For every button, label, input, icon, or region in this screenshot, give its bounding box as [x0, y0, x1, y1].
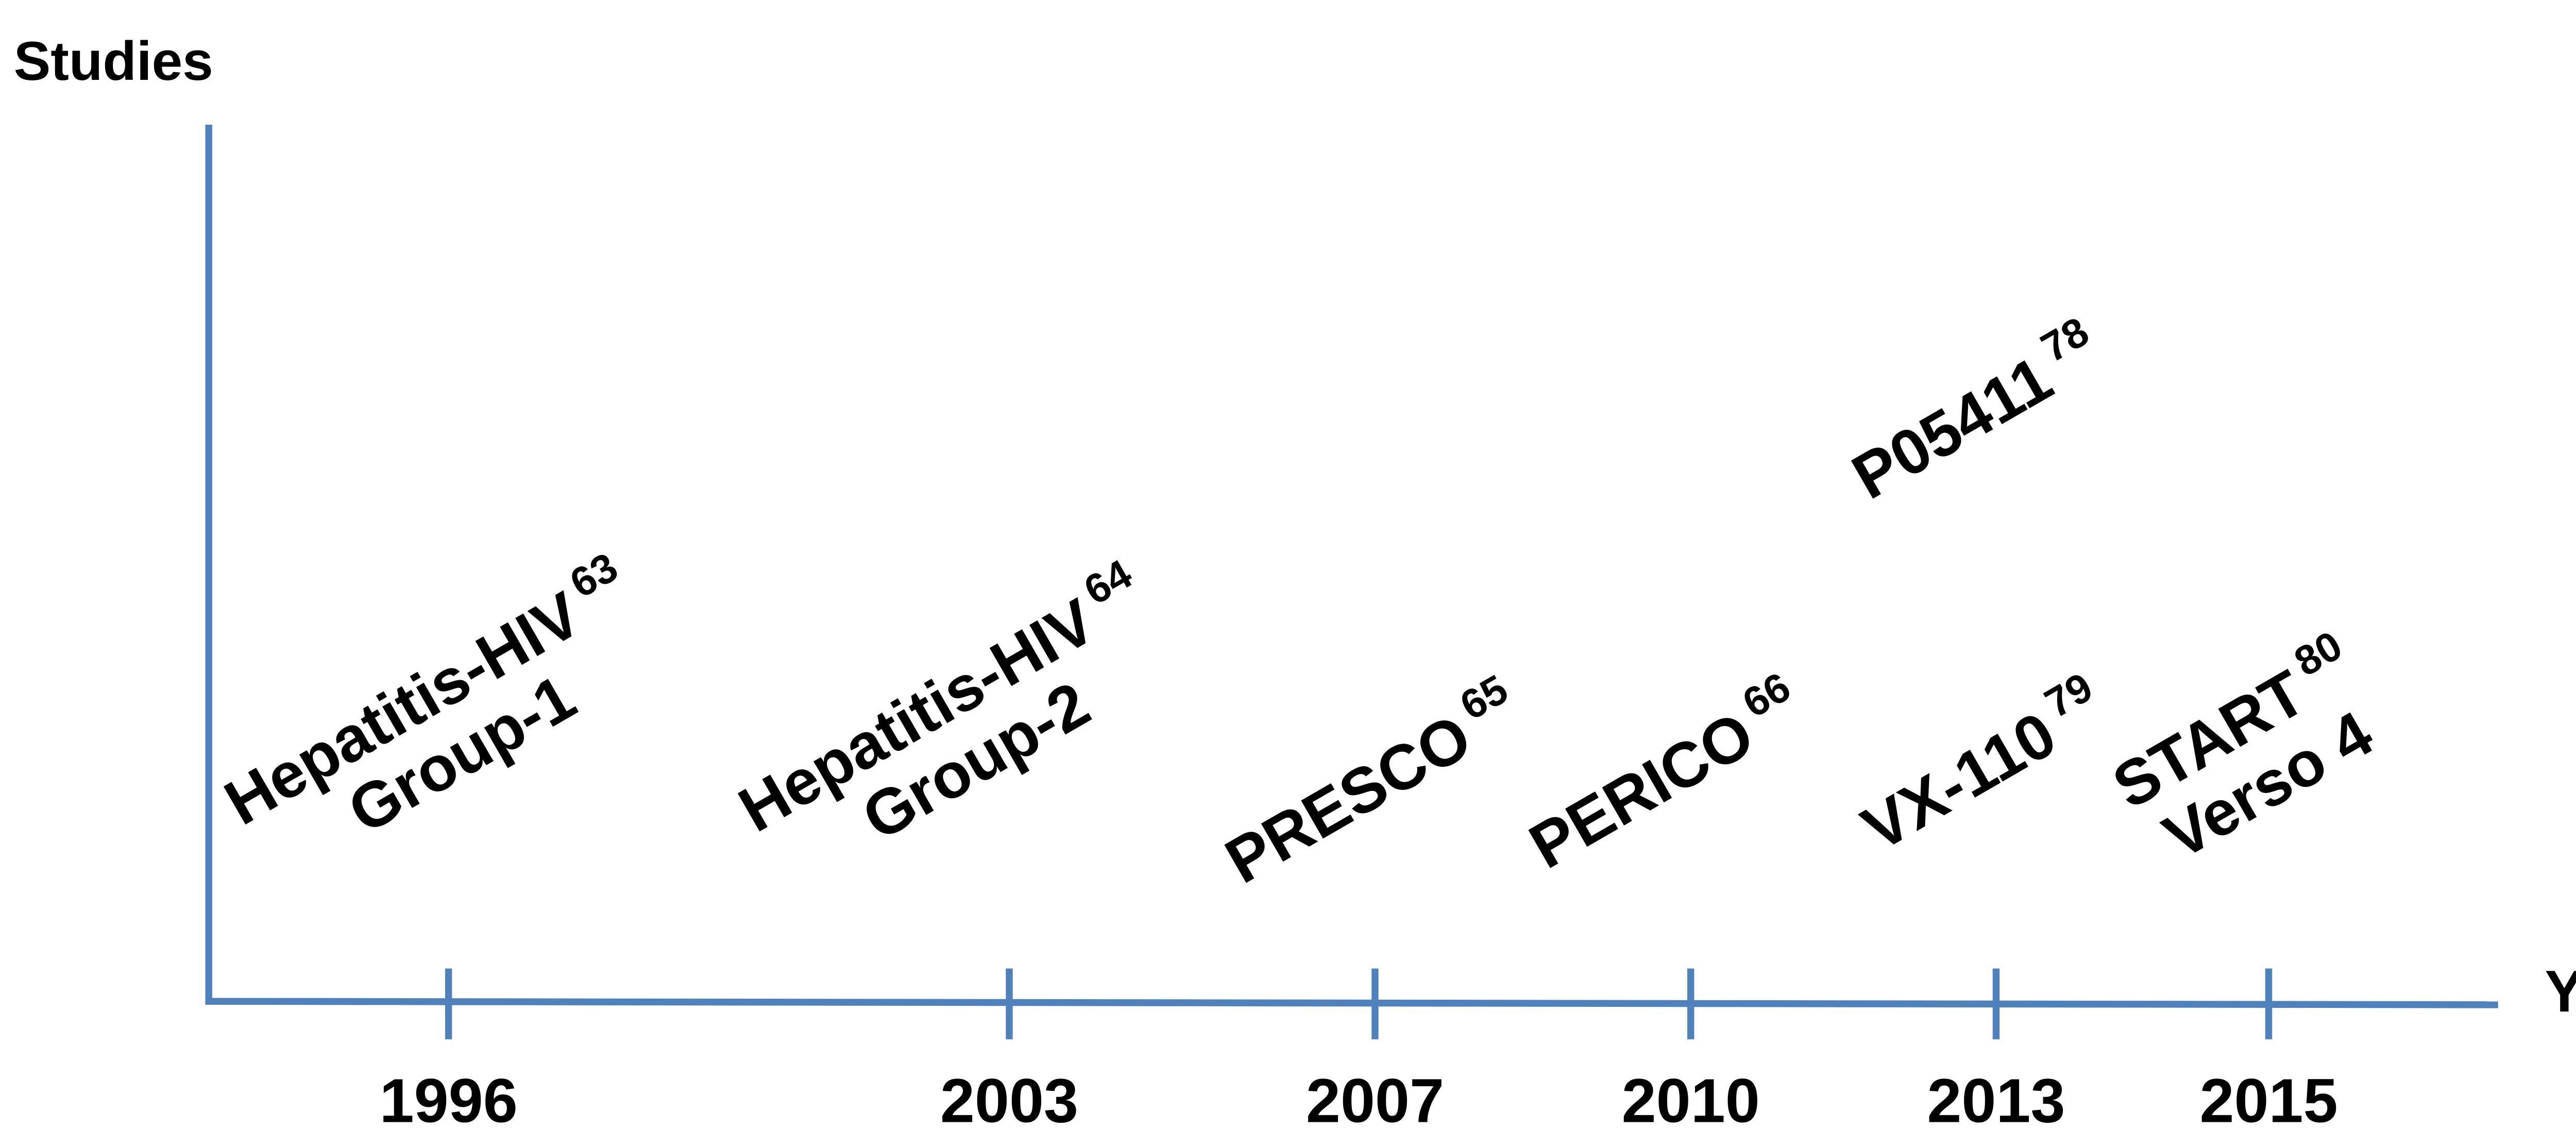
study-line: VX-11079 [1847, 664, 2116, 865]
study-ref: 78 [2033, 308, 2096, 372]
study-ref: 63 [563, 544, 625, 607]
study-line: P0541178 [1837, 308, 2112, 513]
study-ref: 79 [2037, 664, 2100, 727]
year-label: 2015 [2199, 1066, 2337, 1136]
study-ref: 66 [1735, 664, 1798, 727]
study-label: PERICO66 [1514, 664, 1814, 882]
study-ref: 65 [1452, 666, 1515, 729]
study-ref: 80 [2287, 622, 2350, 685]
study-name: PRESCO [1214, 701, 1483, 897]
year-label: 1996 [380, 1066, 518, 1136]
year-label: 2010 [1622, 1066, 1760, 1136]
study-line: PERICO66 [1514, 664, 1814, 882]
x-axis [205, 998, 2498, 1008]
y-axis-label: Studies [14, 30, 213, 92]
study-name: VX-110 [1851, 699, 2067, 865]
study-ref: 64 [1077, 551, 1140, 614]
study-name: PERICO [1518, 698, 1765, 882]
study-line: PRESCO65 [1210, 666, 1532, 897]
study-label: P0541178 [1837, 308, 2112, 513]
study-label: PRESCO65 [1210, 666, 1532, 897]
study-label: VX-11079 [1847, 664, 2116, 865]
study-name: P05411 [1841, 343, 2064, 513]
year-label: 2007 [1306, 1066, 1444, 1136]
year-label: 2013 [1927, 1066, 2065, 1136]
year-label: 2003 [940, 1066, 1078, 1136]
x-axis-label: Year [2545, 959, 2576, 1024]
